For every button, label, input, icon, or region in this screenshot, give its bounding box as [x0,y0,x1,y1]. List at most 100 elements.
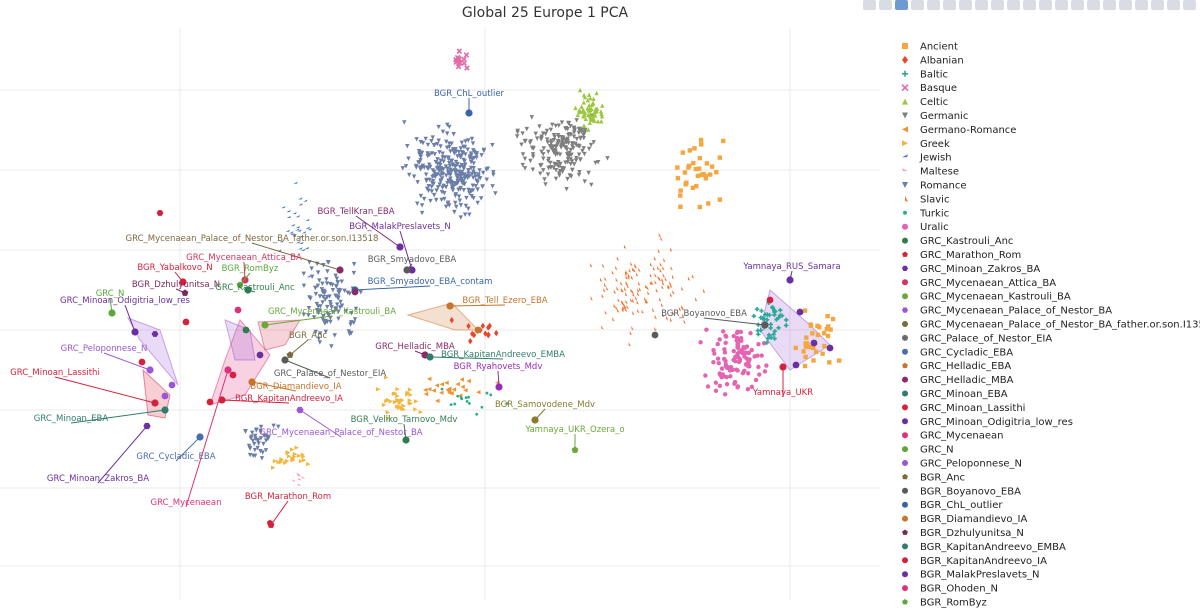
point-uralic [720,372,725,377]
legend-item[interactable]: GRC_Minoan_Odigitria_low_res [902,417,1073,428]
zoom-icon[interactable] [879,0,892,10]
camera-icon[interactable] [863,0,876,10]
zoom-out-icon[interactable] [959,0,972,10]
legend-item[interactable]: BGR_KapitanAndreevo_EMBA [902,542,1066,553]
point-jewish [303,199,308,202]
legend-item[interactable]: BGR_Ohoden_N [902,584,998,595]
legend-item[interactable]: BGR_MalakPreslavets_N [902,570,1040,581]
toggle-icon-8[interactable] [1167,0,1180,10]
point-romance [261,441,266,447]
annotation-label: GRC_Mycenaean_Attica_BA [186,253,302,263]
point-romance [435,141,440,147]
pan-icon[interactable] [895,0,908,10]
point-germanic [578,135,583,141]
legend-item[interactable]: Germano-Romance [902,125,1016,136]
legend-item[interactable]: GRC_Helladic_MBA [902,375,1014,386]
toggle-icon-2[interactable] [1071,0,1084,10]
home-icon[interactable] [991,0,1004,10]
point-turkic [467,395,471,399]
point-romance [434,188,439,193]
zoom-in-icon[interactable] [943,0,956,10]
point-uralic [715,356,721,361]
point-ancient [691,160,696,166]
toggle-icon-3[interactable] [1087,0,1100,10]
point-romance [336,316,341,322]
point-germanic [553,176,559,182]
legend-item[interactable]: GRC_Kastrouli_Anc [902,236,1013,247]
legend-item[interactable]: Germanic [902,111,968,122]
legend-item[interactable]: BGR_RomByz [902,598,987,608]
point-romance [457,198,463,203]
legend-item[interactable]: GRC_Helladic_EBA [902,361,1011,372]
point-slavic [631,325,634,331]
point-romance [480,184,485,189]
point-slavic [624,271,628,276]
legend-item[interactable]: Maltese [902,167,959,178]
ancient-sample-point [796,308,804,316]
legend-item[interactable]: GRC_Peloponnese_N [902,459,1022,470]
point-turkic [475,412,479,416]
point-uralic [755,353,760,358]
legend-item[interactable]: Celtic [902,97,948,108]
legend-item[interactable]: BGR_Dzhulyunitsa_N [902,528,1024,539]
annotation-label: BGR_RomByz [222,264,279,274]
legend-item[interactable]: BGR_KapitanAndreevo_IA [902,556,1047,567]
legend-item[interactable]: GRC_Marathon_Rom [902,250,1021,261]
point-germanic [541,156,546,161]
legend-item[interactable]: GRC_Minoan_Zakros_BA [902,264,1040,275]
toggle-icon-5[interactable] [1119,0,1132,10]
point-uralic [735,329,740,334]
legend-item[interactable]: GRC_Mycenaean [902,431,1003,442]
point-romance [490,142,495,148]
legend-item[interactable]: GRC_Mycenaean_Attica_BA [902,278,1056,289]
legend-item[interactable]: Turkic [903,208,949,219]
hover-compare-icon[interactable] [1039,0,1052,10]
legend-item[interactable]: BGR_Anc [902,472,965,483]
hover-closest-icon[interactable] [1023,0,1036,10]
legend-item[interactable]: Albanian [902,55,964,66]
legend[interactable]: Ancient Albanian Baltic Basque Celtic Germani… [901,42,1200,608]
point-romance [473,174,478,179]
point-turkic [480,405,484,409]
point-baltic [770,305,775,310]
point-romance [430,135,435,140]
legend-item[interactable]: Uralic [902,222,949,233]
spike-icon[interactable] [1007,0,1020,10]
legend-item[interactable]: GRC_N [902,445,954,456]
legend-item[interactable]: GRC_Palace_of_Nestor_EIA [902,333,1052,344]
legend-item[interactable]: GRC_Minoan_Lassithi [902,403,1025,414]
plotly-logo-icon[interactable] [1183,0,1196,10]
point-slavic [639,287,642,292]
legend-item[interactable]: GRC_Cycladic_EBA [902,347,1013,358]
legend-item[interactable]: Ancient [902,42,958,53]
point-jewish [289,231,294,234]
legend-label: GRC_N [920,445,954,456]
legend-item[interactable]: BGR_Boyanovo_EBA [902,486,1021,497]
legend-item[interactable]: GRC_Mycenaean_Palace_of_Nestor_BA_father… [902,320,1200,331]
point-romance [407,172,412,178]
legend-item[interactable]: Jewish [902,153,952,164]
lasso-icon[interactable] [911,0,924,10]
toggle-icon-1[interactable] [1055,0,1068,10]
toggle-icon-4[interactable] [1103,0,1116,10]
legend-item[interactable]: Slavic [905,194,949,205]
legend-item[interactable]: Baltic [902,69,948,80]
toggle-icon-7[interactable] [1151,0,1164,10]
select-icon[interactable] [927,0,940,10]
legend-item[interactable]: Basque [901,83,957,94]
legend-item[interactable]: Greek [902,139,950,150]
point-uralic [704,327,709,332]
point-romance [462,159,467,164]
legend-marker-icon [902,293,908,300]
point-romance [447,141,452,146]
point-ancient [693,166,699,172]
legend-item[interactable]: BGR_Diamandievo_IA [902,514,1027,525]
legend-item[interactable]: GRC_Minoan_EBA [902,389,1008,400]
autoscale-icon[interactable] [975,0,988,10]
legend-item[interactable]: Romance [902,181,966,192]
legend-item[interactable]: GRC_Mycenaean_Palace_of_Nestor_BA [902,306,1112,317]
legend-item[interactable]: BGR_ChL_outlier [902,500,1003,511]
legend-item[interactable]: GRC_Mycenaean_Kastrouli_BA [902,292,1071,303]
toggle-icon-6[interactable] [1135,0,1148,10]
